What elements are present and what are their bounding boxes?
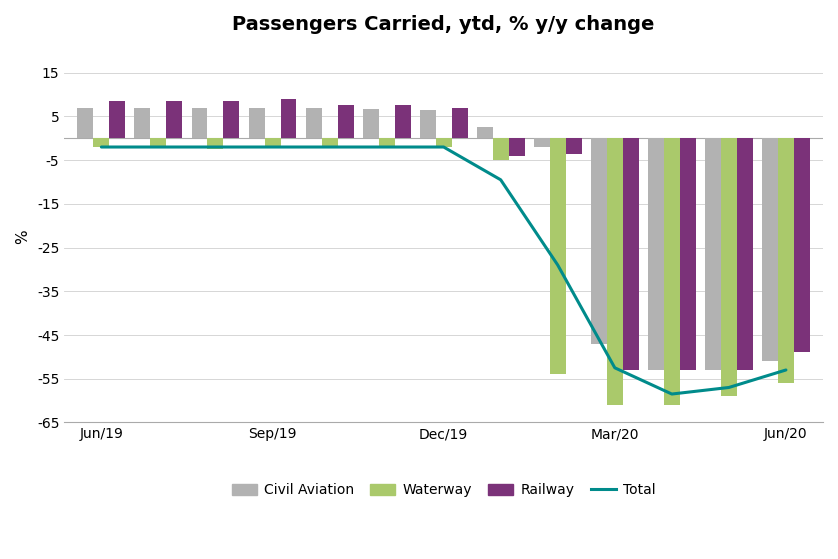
Bar bbox=[379, 138, 395, 147]
Bar bbox=[778, 138, 794, 383]
Bar bbox=[363, 108, 379, 138]
Bar bbox=[395, 106, 411, 138]
Bar bbox=[737, 138, 753, 370]
Bar bbox=[493, 138, 509, 160]
Bar bbox=[623, 138, 639, 370]
Bar bbox=[338, 106, 354, 138]
Title: Passengers Carried, ytd, % y/y change: Passengers Carried, ytd, % y/y change bbox=[232, 15, 654, 34]
Bar bbox=[680, 138, 696, 370]
Bar bbox=[110, 101, 126, 138]
Bar bbox=[591, 138, 607, 344]
Bar bbox=[322, 138, 338, 148]
Bar bbox=[477, 127, 493, 138]
Bar bbox=[306, 108, 322, 138]
Bar bbox=[167, 101, 183, 138]
Bar bbox=[265, 138, 281, 147]
Bar bbox=[566, 138, 582, 154]
Bar bbox=[249, 108, 265, 138]
Bar bbox=[192, 108, 208, 138]
Bar bbox=[534, 138, 550, 147]
Bar bbox=[794, 138, 810, 353]
Bar bbox=[607, 138, 623, 405]
Bar bbox=[550, 138, 566, 375]
Bar bbox=[134, 108, 151, 138]
Bar bbox=[648, 138, 664, 370]
Y-axis label: %: % bbox=[15, 229, 30, 244]
Bar bbox=[436, 138, 452, 147]
Bar bbox=[762, 138, 778, 361]
Bar bbox=[281, 99, 297, 138]
Bar bbox=[77, 108, 93, 138]
Bar bbox=[224, 101, 240, 138]
Bar bbox=[705, 138, 721, 370]
Bar bbox=[664, 138, 680, 405]
Bar bbox=[452, 108, 468, 138]
Bar bbox=[93, 138, 110, 147]
Bar bbox=[721, 138, 737, 396]
Bar bbox=[420, 110, 436, 138]
Bar bbox=[151, 138, 167, 147]
Bar bbox=[208, 138, 224, 149]
Legend: Civil Aviation, Waterway, Railway, Total: Civil Aviation, Waterway, Railway, Total bbox=[226, 478, 661, 503]
Bar bbox=[509, 138, 525, 156]
